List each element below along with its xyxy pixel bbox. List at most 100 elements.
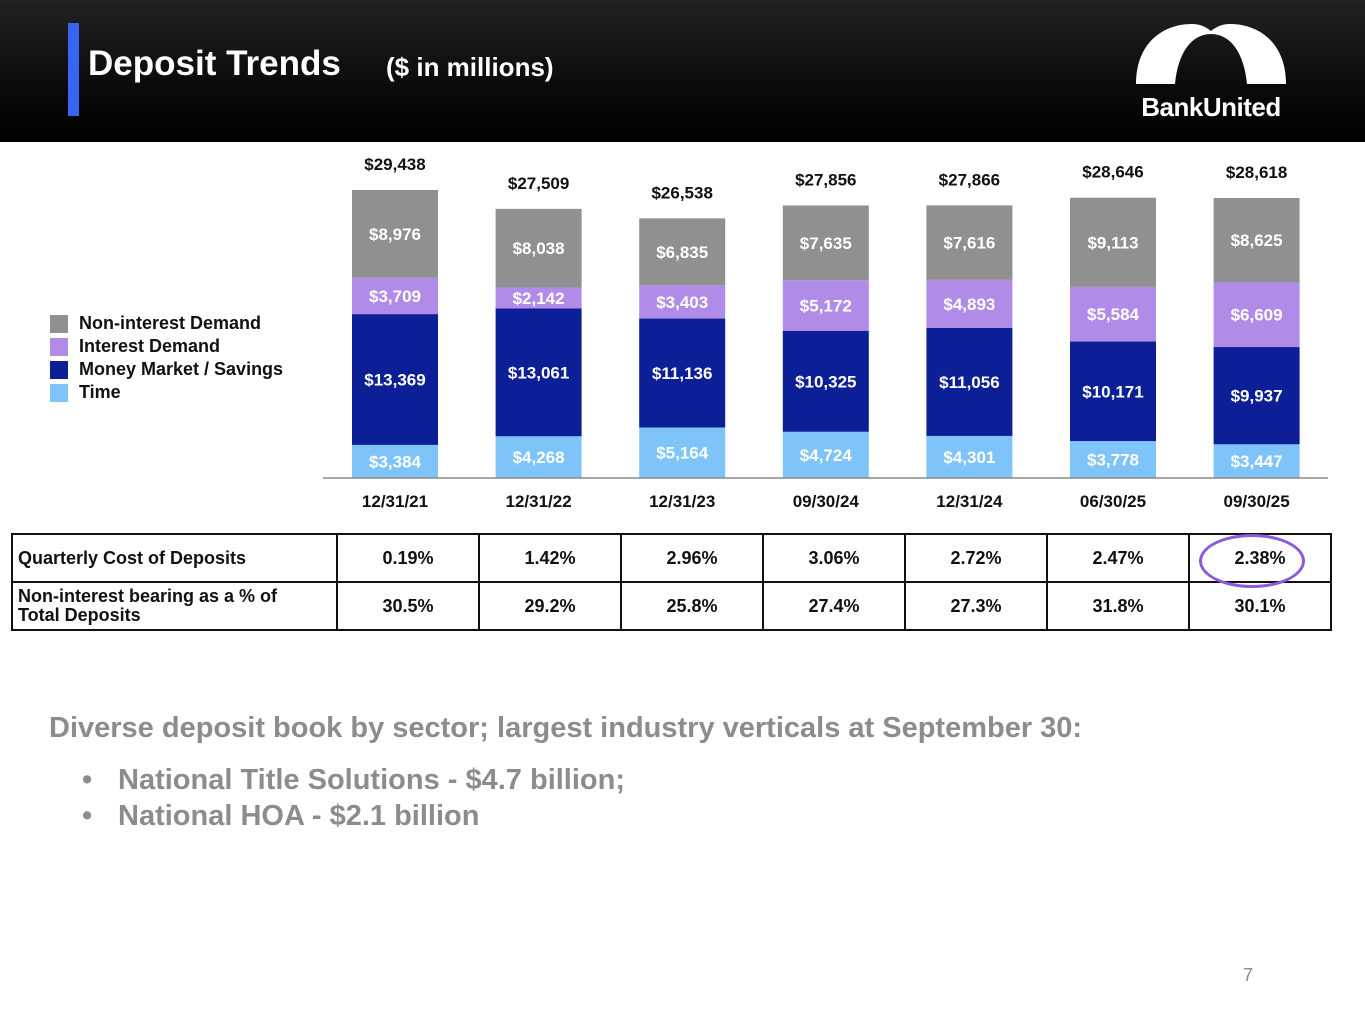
segment-label: $7,635 [800,234,852,253]
legend-swatch [50,360,68,379]
segment-label: $4,893 [943,295,995,314]
bullet-icon: • [82,800,93,832]
x-tick-label: 12/31/21 [362,492,428,511]
total-label: $28,618 [1226,163,1287,182]
bar-segment-money-market-savings [1213,347,1300,445]
segment-label: $6,609 [1231,306,1283,325]
table-cell: 29.2% [478,581,622,631]
total-label: $29,438 [364,155,425,174]
bullet-item: • National HOA - $2.1 billion [82,800,625,836]
segment-label: $3,384 [369,452,422,471]
deposit-stacked-bar-chart: $3,384 $13,369 $3,709 $8,976 $29,438 12/31/21… [323,155,1328,511]
summary-bullets: • National Title Solutions - $4.7 billion… [82,764,625,836]
table-cell: 3.06% [762,533,906,583]
highlighted-value: 2.38% [1199,533,1306,588]
bar-segment-time [1070,441,1156,478]
bar-segment-time [926,435,1013,478]
segment-label: $6,835 [656,243,708,262]
bar-segment-non-interest-demand [926,205,1013,280]
bar-segment-time [639,427,726,478]
row-label-line-1: Non-interest bearing as a % of [18,586,278,606]
bar-segment-non-interest-demand [782,205,869,281]
x-tick-label: 12/31/23 [649,492,715,511]
segment-label: $3,709 [369,287,421,306]
segment-label: $11,136 [652,364,713,383]
bar-segment-non-interest-demand [352,190,438,278]
segment-label: $8,625 [1231,231,1283,250]
bar-segment-time [495,436,582,478]
slide-title: Deposit Trends [88,44,341,83]
total-label: $27,866 [939,170,1000,189]
total-label: $28,646 [1082,163,1143,182]
x-tick-label: 06/30/25 [1080,492,1146,511]
x-tick-label: 09/30/24 [793,492,860,511]
total-label: $27,509 [508,174,569,193]
legend-label: Interest Demand [79,336,221,356]
table-cell: 30.1% [1188,581,1332,631]
bar-segment-money-market-savings [782,330,869,432]
slide-subtitle: ($ in millions) [386,52,554,82]
legend-item-money-market-savings: Money Market / Savings [50,358,283,381]
segment-label: $5,164 [656,444,709,463]
table-cell: 27.3% [904,581,1048,631]
segment-label: $3,778 [1087,451,1139,470]
bar-segment-interest-demand [782,280,869,331]
bar-segment-money-market-savings [352,314,438,445]
summary-heading: Diverse deposit book by sector; largest … [49,712,1083,744]
legend-label: Money Market / Savings [79,359,284,379]
chart-legend: Non-interest Demand Interest Demand Mone… [50,312,283,404]
legend-item-non-interest-demand: Non-interest Demand [50,312,283,335]
title-accent-bar [68,23,79,116]
segment-label: $11,056 [939,373,1000,392]
table-row-non-interest-bearing: Non-interest bearing as a % of Total Dep… [11,581,1332,631]
slide-header: Deposit Trends ($ in millions) BankUnite… [0,0,1365,142]
table-cell: 2.96% [620,533,764,583]
segment-label: $4,724 [800,446,853,465]
segment-label: $13,369 [364,370,425,389]
segment-label: $8,976 [369,225,421,244]
segment-label: $5,172 [800,296,852,315]
bar-segment-non-interest-demand [495,208,582,288]
table-cell: 0.19% [336,533,480,583]
segment-label: $4,301 [943,448,995,467]
bullet-text: National HOA - $2.1 billion [118,800,480,832]
segment-label: $9,113 [1087,233,1138,252]
x-tick-label: 12/31/22 [506,492,572,511]
segment-label: $3,403 [656,293,708,312]
bar-segment-money-market-savings [639,318,726,428]
x-tick-label: 09/30/25 [1224,492,1290,511]
bar-segment-interest-demand [495,287,582,309]
bar-segment-time [1213,444,1300,478]
bar-segment-time [352,444,438,478]
segment-label: $10,325 [795,372,856,391]
metrics-table: Quarterly Cost of Deposits 0.19% 1.42% 2… [11,533,1332,631]
bar-segment-interest-demand [639,285,726,319]
x-tick-label: 12/31/24 [936,492,1003,511]
highlight-circle [1199,533,1306,588]
segment-label: $10,171 [1082,382,1143,401]
segment-label: $9,937 [1231,387,1283,406]
table-cell: 1.42% [478,533,622,583]
legend-swatch [50,314,68,333]
table-cell-highlighted: 2.38% [1188,533,1332,588]
bar-segment-money-market-savings [926,327,1013,436]
logo-wordmark: BankUnited [1141,92,1281,122]
table-cell: 2.72% [904,533,1048,583]
row-label-line-2: Total Deposits [18,605,141,625]
legend-label: Time [79,382,121,402]
bullet-item: • National Title Solutions - $4.7 billion… [82,764,625,800]
table-row-cost-of-deposits: Quarterly Cost of Deposits 0.19% 1.42% 2… [11,533,1332,588]
total-label: $27,856 [795,170,856,189]
bar-segment-interest-demand [1070,286,1156,342]
table-cell: 27.4% [762,581,906,631]
bar-segment-non-interest-demand [1070,197,1156,287]
segment-label: $7,616 [943,234,995,253]
legend-label: Non-interest Demand [79,313,262,333]
segment-label: $13,061 [508,363,569,382]
table-cell: 2.47% [1046,533,1190,583]
bar-segment-interest-demand [1213,282,1300,348]
table-cell: 31.8% [1046,581,1190,631]
segment-label: $8,038 [513,239,565,258]
bullet-icon: • [82,764,93,796]
bar-segment-interest-demand [352,277,438,315]
